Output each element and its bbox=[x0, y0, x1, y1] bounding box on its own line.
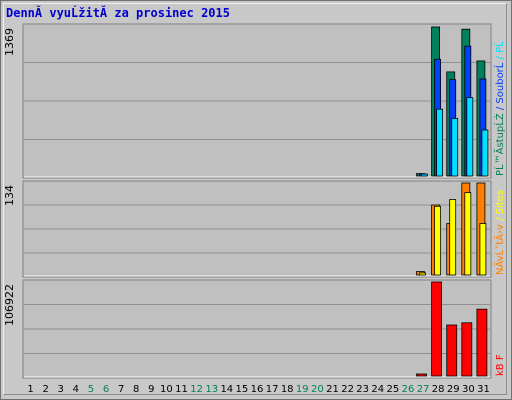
bar-visits-sites-s1-day30 bbox=[464, 192, 472, 276]
x-tick-label-day19: 19 bbox=[296, 384, 309, 395]
x-tick-label-day29: 29 bbox=[447, 384, 460, 395]
ymax-label-kbytes: 106922 bbox=[3, 284, 16, 326]
ymax-label-visits-sites: 134 bbox=[3, 185, 16, 206]
bar-hits-files-pages-s2-day31 bbox=[481, 129, 489, 177]
bar-kbytes-s0-day30 bbox=[461, 322, 473, 377]
x-tick-label-day15: 15 bbox=[236, 384, 249, 395]
x-tick-label-day14: 14 bbox=[220, 384, 233, 395]
x-tick-label-day3: 3 bbox=[58, 384, 64, 395]
x-tick-label-day7: 7 bbox=[118, 384, 124, 395]
x-tick-label-day9: 9 bbox=[148, 384, 154, 395]
x-tick-label-day8: 8 bbox=[133, 384, 139, 395]
x-tick-label-day10: 10 bbox=[160, 384, 173, 395]
bar-kbytes-s0-day31 bbox=[476, 308, 488, 377]
chart-bevel bbox=[3, 3, 507, 395]
legend-hits-files-pages: PĹ™Ă­stupĹŻ / SouborĹ / PĹ bbox=[493, 41, 506, 176]
x-tick-label-day2: 2 bbox=[42, 384, 48, 395]
legend-kbytes: kB F bbox=[495, 354, 506, 376]
x-tick-label-day24: 24 bbox=[371, 384, 384, 395]
x-tick-label-day20: 20 bbox=[311, 384, 324, 395]
x-tick-label-day6: 6 bbox=[103, 384, 109, 395]
x-tick-label-day11: 11 bbox=[175, 384, 188, 395]
x-tick-label-day5: 5 bbox=[88, 384, 94, 395]
bar-visits-sites-s1-day31 bbox=[479, 223, 487, 276]
x-tick-label-day12: 12 bbox=[190, 384, 203, 395]
x-tick-label-day23: 23 bbox=[356, 384, 369, 395]
bar-visits-sites-s1-day27 bbox=[419, 272, 426, 276]
x-tick-label-day22: 22 bbox=[341, 384, 354, 395]
x-tick-label-day4: 4 bbox=[73, 384, 79, 395]
x-tick-label-day26: 26 bbox=[402, 384, 415, 395]
bar-hits-files-pages-s2-day30 bbox=[466, 97, 474, 177]
x-tick-label-day21: 21 bbox=[326, 384, 339, 395]
ymax-label-hits-files-pages: 1369 bbox=[3, 28, 16, 56]
x-tick-label-day27: 27 bbox=[417, 384, 430, 395]
x-tick-label-day17: 17 bbox=[266, 384, 279, 395]
x-tick-label-day28: 28 bbox=[432, 384, 445, 395]
x-tick-label-day31: 31 bbox=[477, 384, 490, 395]
bar-kbytes-s0-day29 bbox=[446, 324, 458, 377]
legend-visits-sites: NĂ­vĹˇtÄ›v / Sites bbox=[493, 190, 506, 275]
bar-hits-files-pages-s2-day28 bbox=[436, 108, 444, 177]
bar-kbytes-s0-day28 bbox=[431, 281, 443, 377]
bar-kbytes-s0-day27 bbox=[416, 373, 427, 377]
bar-hits-files-pages-s2-day29 bbox=[451, 118, 459, 177]
x-tick-label-day30: 30 bbox=[462, 384, 475, 395]
x-tick-label-day13: 13 bbox=[205, 384, 218, 395]
x-tick-label-day1: 1 bbox=[27, 384, 33, 395]
bar-hits-files-pages-s2-day27 bbox=[421, 173, 428, 177]
bar-visits-sites-s1-day29 bbox=[449, 199, 457, 276]
x-tick-label-day25: 25 bbox=[387, 384, 400, 395]
x-tick-label-day16: 16 bbox=[251, 384, 264, 395]
bar-visits-sites-s1-day28 bbox=[434, 205, 442, 276]
x-tick-label-day18: 18 bbox=[281, 384, 294, 395]
chart-title: DennĂ­ vyuĹžitĂ­ za prosinec 2015 bbox=[6, 6, 230, 20]
